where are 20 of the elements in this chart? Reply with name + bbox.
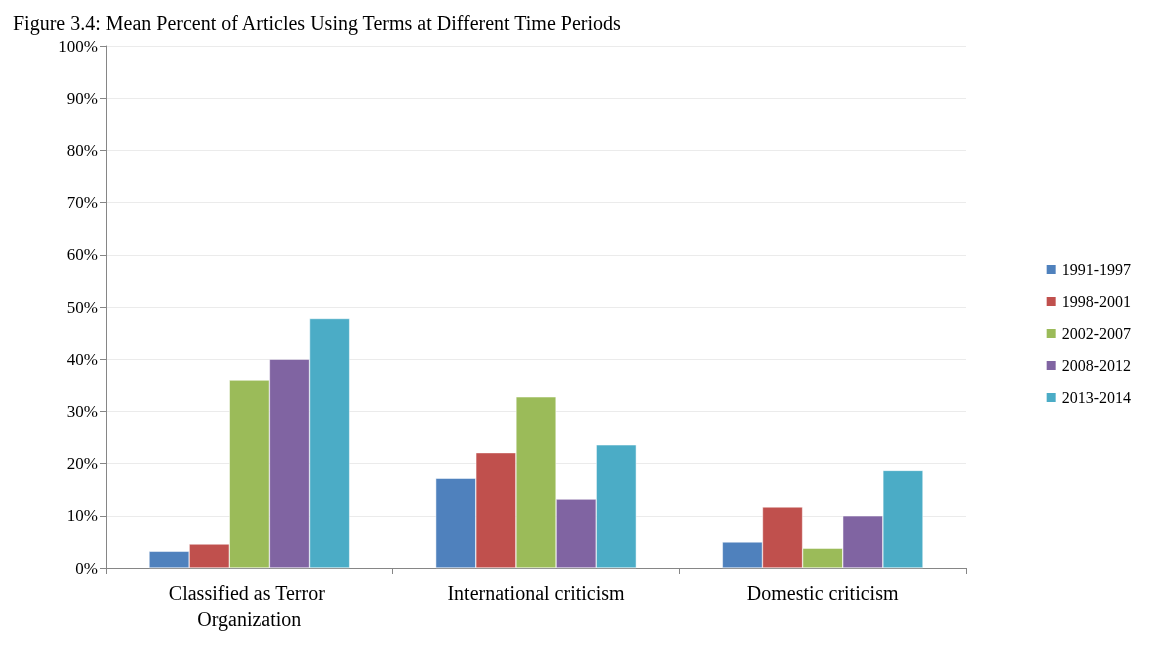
y-tick-label: 0% — [75, 558, 98, 578]
y-tick-label: 50% — [66, 297, 98, 317]
y-tick-label: 80% — [66, 140, 98, 160]
y-tick-label: 30% — [66, 401, 98, 421]
x-tick-label: International criticism — [447, 582, 626, 604]
legend-label: 2013-2014 — [1061, 389, 1131, 406]
chart-title: Figure 3.4: Mean Percent of Articles Using Terms at Different Time Periods — [13, 12, 621, 35]
x-tick-label: Domestic criticism — [746, 582, 899, 604]
legend-label: 1991-1997 — [1061, 261, 1131, 278]
y-tick-label: 40% — [66, 349, 98, 369]
x-tick-label: Classified as Terror Organization — [168, 582, 330, 631]
legend-label: 1998-2001 — [1061, 293, 1131, 310]
y-tick-label: 100% — [58, 36, 98, 56]
y-tick-label: 20% — [66, 454, 98, 474]
y-tick-label: 10% — [66, 506, 98, 526]
legend-label: 2002-2007 — [1061, 325, 1131, 342]
legend-label: 2008-2012 — [1061, 357, 1131, 374]
y-tick-label: 90% — [66, 88, 98, 108]
y-tick-label: 70% — [66, 193, 98, 213]
y-tick-label: 60% — [66, 245, 98, 265]
